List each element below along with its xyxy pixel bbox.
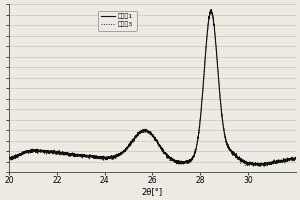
实施例3 — [209, 9, 212, 11]
实施例1 — [233, 154, 237, 156]
Legend: 实施例1, 实施例3: 实施例1, 实施例3 — [98, 11, 136, 31]
Line: 实施例1: 实施例1 — [9, 10, 296, 166]
实施例3 — [252, 166, 255, 168]
实施例3 — [286, 159, 290, 162]
实施例3 — [139, 131, 143, 134]
实施例3 — [147, 132, 150, 134]
实施例3 — [233, 155, 237, 157]
实施例3 — [22, 152, 26, 154]
实施例1 — [286, 159, 290, 161]
实施例1 — [209, 8, 213, 11]
Line: 实施例3: 实施例3 — [9, 10, 296, 167]
实施例3 — [294, 158, 298, 160]
实施例1 — [147, 130, 150, 133]
X-axis label: 2θ[°]: 2θ[°] — [142, 187, 163, 196]
实施例1 — [256, 165, 260, 167]
实施例3 — [286, 159, 290, 161]
实施例1 — [22, 151, 26, 154]
实施例1 — [286, 158, 290, 160]
实施例1 — [294, 157, 298, 160]
实施例3 — [7, 157, 11, 159]
实施例1 — [7, 156, 11, 158]
实施例1 — [139, 131, 143, 133]
